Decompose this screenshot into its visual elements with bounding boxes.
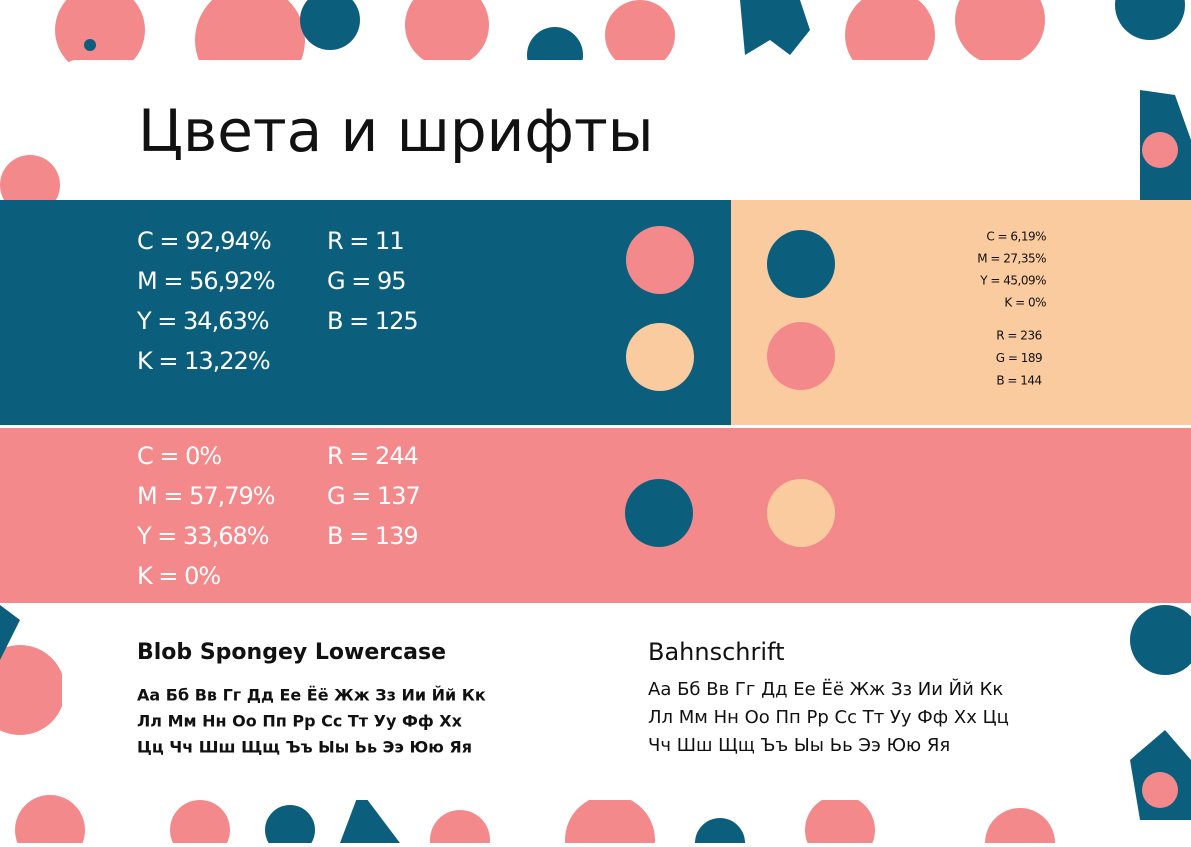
cmyk-value: Y = 45,09% [979,274,1046,288]
cmyk-value: Y = 33,68% [136,522,269,550]
title: Цвета и шрифты [138,97,654,165]
texts: C = 92,94% M = 56,92% Y = 34,63% K = 13,22%… [136,227,1047,757]
cmyk-value: K = 13,22% [137,347,270,375]
rgb-value: B = 144 [996,374,1041,388]
cmyk-value: C = 92,94% [137,227,271,255]
alphabet-line: Чч Шш Щщ Ъъ Ыы Ьь Ээ Юю Яя [648,735,950,756]
cmyk-value: K = 0% [1004,296,1046,310]
alphabet-line: Аа Бб Вв Гг Дд Ее Ёё Жж Зз Ии Йй Кк [137,686,486,705]
font-name: Blob Spongey Lowercase [137,640,446,665]
cmyk-value: C = 0% [137,442,221,470]
alphabet-line: Аа Бб Вв Гг Дд Ее Ёё Жж Зз Ии Йй Кк [648,678,1003,700]
pink-band [0,428,1191,603]
rgb-value: G = 95 [327,267,406,295]
swatch [625,479,693,547]
cmyk-value: M = 57,79% [137,482,275,510]
swatch [626,226,694,294]
rgb-value: G = 189 [996,351,1042,365]
cmyk-value: M = 56,92% [137,267,275,295]
cmyk-value: Y = 34,63% [136,307,269,335]
rgb-value: B = 139 [327,522,418,550]
swatch [767,479,835,547]
rgb-value: R = 244 [327,442,418,470]
blue-band [0,200,731,425]
swatch [767,230,835,298]
cmyk-value: K = 0% [137,562,220,590]
rgb-value: G = 137 [327,482,420,510]
cmyk-value: C = 6,19% [986,230,1046,244]
rgb-value: R = 11 [327,227,404,255]
alphabet-line: Цц Чч Шш Щщ Ъъ Ыы Ьь Ээ Юю Яя [137,738,472,757]
swatch [767,322,835,390]
swatch [626,323,694,391]
alphabet-line: Лл Мм Нн Оо Пп Рр Сс Тт Уу Фф Хх Цц [648,707,1009,728]
font-name: Bahnschrift [648,638,784,666]
rgb-value: B = 125 [327,307,418,335]
cmyk-value: M = 27,35% [977,252,1046,266]
rgb-value: R = 236 [996,329,1041,343]
alphabet-line: Лл Мм Нн Оо Пп Рр Сс Тт Уу Фф Хх [137,712,463,731]
